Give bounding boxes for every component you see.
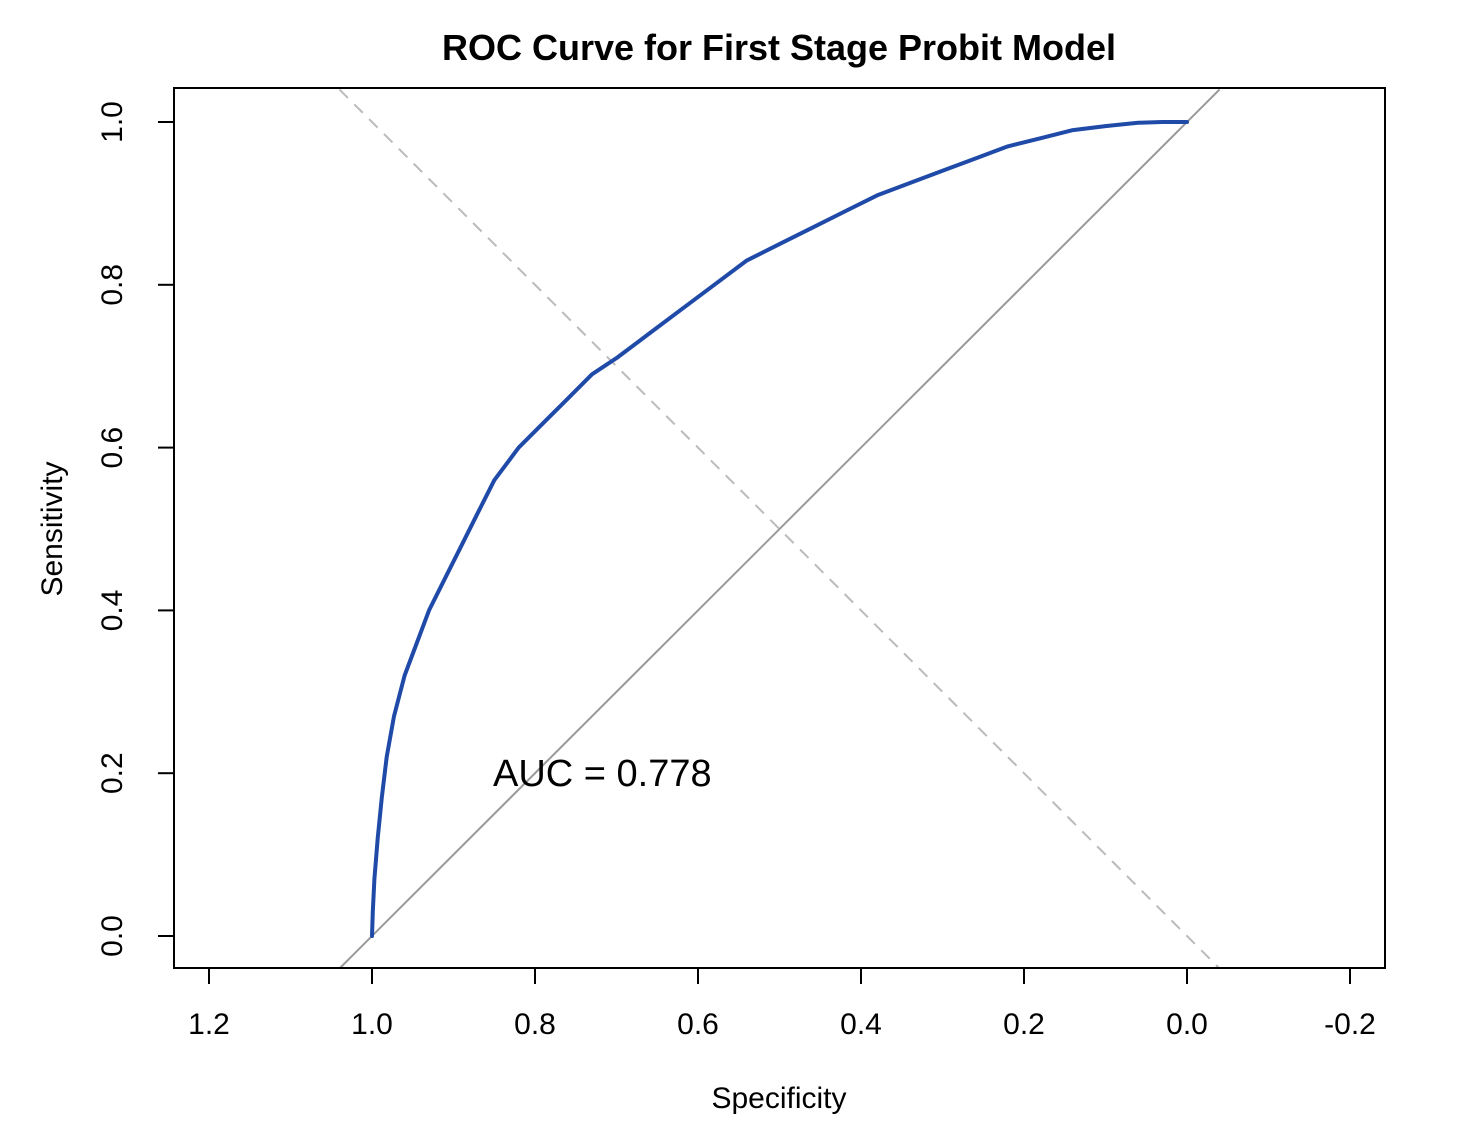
reference-line-diagonal: [338, 88, 1221, 968]
y-tick-label: 1.0: [96, 101, 129, 143]
x-tick-label: 1.2: [188, 1008, 230, 1041]
y-tick-label: 0.2: [96, 752, 129, 794]
x-axis-label: Specificity: [711, 1082, 846, 1115]
y-tick-label: 0.8: [96, 264, 129, 306]
y-tick-label: 0.0: [96, 915, 129, 957]
x-tick-label: 1.0: [351, 1008, 393, 1041]
x-tick-label: 0.8: [514, 1008, 556, 1041]
y-tick-label: 0.4: [96, 590, 129, 632]
chart-title: ROC Curve for First Stage Probit Model: [442, 27, 1116, 68]
plot-frame: [173, 87, 1386, 969]
y-tick-label: 0.6: [96, 427, 129, 469]
reference-line-dashed: [338, 88, 1221, 968]
x-tick-label: 0.0: [1166, 1008, 1208, 1041]
x-tick-label: 0.6: [677, 1008, 719, 1041]
x-tick-label: 0.4: [840, 1008, 882, 1041]
roc-curve: [370, 120, 1189, 938]
plot-area: 1.2 1.0 0.8 0.6 0.4 0.2 0.0 -0.2 0.0 0.2 0.4 0.6 0.8…: [96, 87, 1386, 1041]
x-tick-label: -0.2: [1324, 1008, 1376, 1041]
x-tick-label: 0.2: [1003, 1008, 1045, 1041]
y-axis-label: Sensitivity: [36, 461, 69, 596]
auc-annotation: AUC = 0.778: [493, 753, 712, 795]
